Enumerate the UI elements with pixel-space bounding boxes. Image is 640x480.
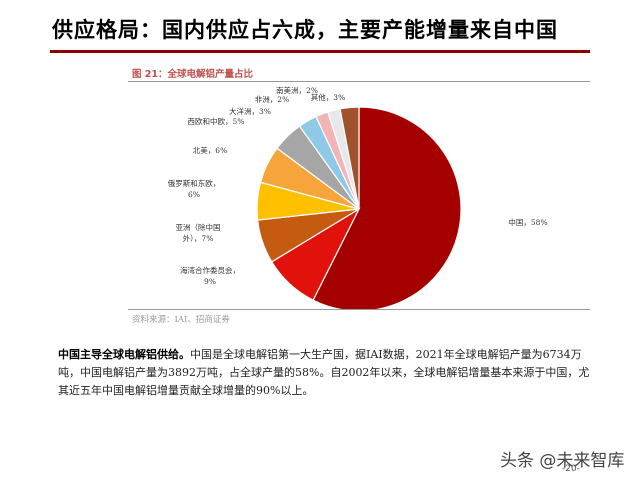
pie-slice-label: 大洋洲，3% [229, 106, 271, 116]
page-number: -20- [562, 464, 580, 474]
pie-slice-label: 北美，6% [193, 145, 227, 155]
pie-slice-label: 俄罗斯和东欧， 6% [168, 178, 221, 199]
source-note: 资料来源：IAI、招商证券 [132, 315, 230, 325]
figure-bottom-rule [128, 309, 590, 310]
figure-label: 图 21：全球电解铝产量占比 [132, 69, 254, 80]
page-title: 供应格局：国内供应占六成，主要产能增量来自中国 [52, 18, 558, 42]
chart-container: 图 21：全球电解铝产量占比 中国，58% 海湾合作委员会， 9% 亚洲（除中国外），… [128, 63, 590, 331]
watermark: 头条 @未来智库 [500, 451, 625, 471]
title-divider [50, 50, 590, 53]
pie-slice-label: 非洲，2% [255, 94, 289, 104]
pie-slice [339, 106, 360, 210]
figure-top-rule [128, 81, 590, 82]
body-paragraph: 中国主导全球电解铝供给。中国是全球电解铝第一大生产国，据IAI数据，2021年全… [58, 346, 598, 400]
pie-chart: 中国，58% 海湾合作委员会， 9% 亚洲（除中国外），7% 俄罗斯和东欧， 6% 北美，6… [168, 85, 548, 309]
body-lead: 中国主导全球电解铝供给。 [58, 348, 190, 361]
pie-slice [312, 106, 462, 309]
pie-slice-label: 其他，3% [311, 92, 345, 102]
pie-slice-label: 西欧和中欧，5% [188, 116, 245, 126]
pie-slice-label: 亚洲（除中国外），7% [176, 222, 221, 243]
body-text: 中国是全球电解铝第一大生产国，据IAI数据，2021年全球电解铝产量为6734万… [58, 348, 590, 397]
pie-slice-label: 中国，58% [508, 217, 547, 227]
pie-slice-label: 南美洲，2% [276, 85, 318, 95]
pie-slice-label: 海湾合作委员会， 9% [180, 265, 240, 286]
